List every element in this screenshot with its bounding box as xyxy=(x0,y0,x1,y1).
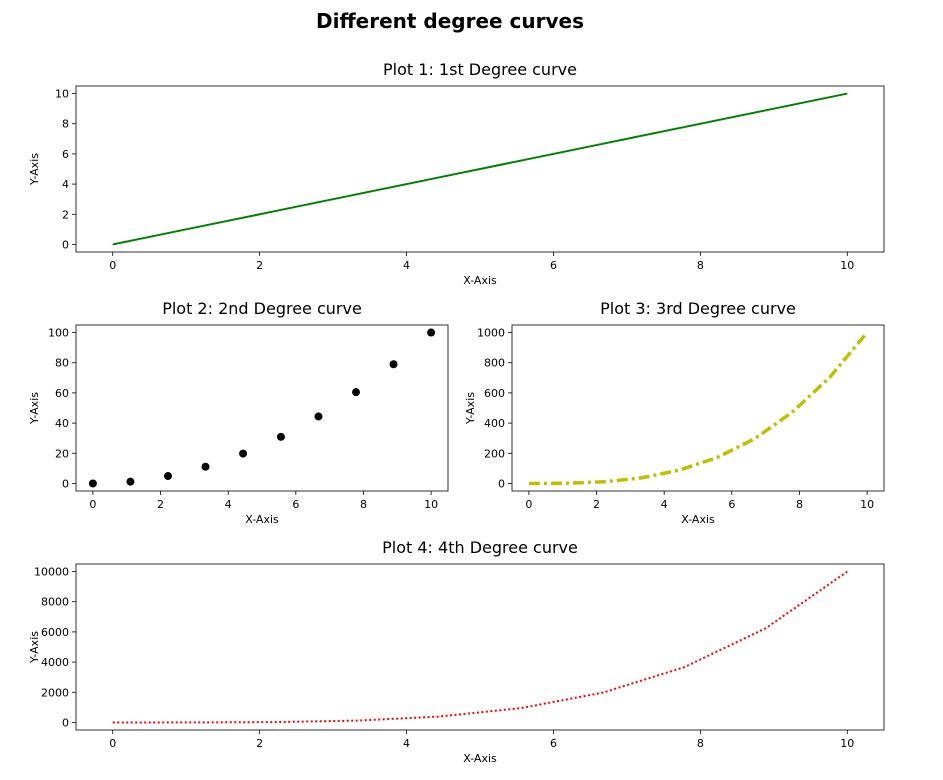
x-tick-label: 2 xyxy=(157,498,164,511)
plot-frame xyxy=(75,324,449,492)
figure-suptitle: Different degree curves xyxy=(316,9,584,33)
x-tick-label: 2 xyxy=(593,498,600,511)
x-axis-label: X-Axis xyxy=(681,513,715,526)
y-tick-label: 2 xyxy=(62,208,69,221)
data-point xyxy=(314,412,323,421)
data-point xyxy=(389,360,398,369)
plot-title: Plot 4: 4th Degree curve xyxy=(382,538,578,557)
series-line xyxy=(112,92,848,246)
x-tick-label: 10 xyxy=(840,737,854,750)
data-point xyxy=(163,472,172,481)
y-tick-label: 80 xyxy=(55,357,69,370)
data-point xyxy=(88,479,97,488)
y-tick-label: 6 xyxy=(62,148,69,161)
x-axis-label: X-Axis xyxy=(463,752,497,765)
x-tick-label: 2 xyxy=(256,259,263,272)
x-tick-label: 10 xyxy=(840,259,854,272)
y-tick-label: 8000 xyxy=(41,596,69,609)
x-axis-label: X-Axis xyxy=(463,274,497,287)
x-tick-label: 10 xyxy=(424,498,438,511)
plot-title: Plot 2: 2nd Degree curve xyxy=(162,299,362,318)
x-tick-label: 4 xyxy=(403,737,410,750)
y-axis-label: Y-Axis xyxy=(28,153,41,186)
plot-frame xyxy=(75,85,885,253)
plot-title: Plot 3: 3rd Degree curve xyxy=(600,299,796,318)
series-line xyxy=(528,331,869,486)
x-tick-label: 0 xyxy=(109,737,116,750)
series-line xyxy=(112,570,848,724)
x-tick-label: 6 xyxy=(550,737,557,750)
x-tick-label: 0 xyxy=(525,498,532,511)
y-tick-label: 0 xyxy=(62,238,69,251)
y-tick-label: 200 xyxy=(484,447,505,460)
y-tick-label: 800 xyxy=(484,357,505,370)
data-point xyxy=(201,462,210,471)
y-axis-label: Y-Axis xyxy=(28,631,41,664)
x-tick-label: 8 xyxy=(796,498,803,511)
x-tick-label: 4 xyxy=(225,498,232,511)
x-tick-label: 2 xyxy=(256,737,263,750)
x-tick-label: 4 xyxy=(661,498,668,511)
x-tick-label: 10 xyxy=(860,498,874,511)
data-point xyxy=(126,477,135,486)
y-tick-label: 100 xyxy=(48,327,69,340)
subplot-1: Plot 1: 1st Degree curve 0 2 4 6 8 10 0 2 4 6 8 10 X-… xyxy=(28,60,885,287)
data-point xyxy=(276,432,285,441)
subplot-3: Plot 3: 3rd Degree curve 0 2 4 6 8 10 0 200 400 60… xyxy=(464,299,885,526)
y-tick-label: 10000 xyxy=(34,566,69,579)
y-tick-label: 4000 xyxy=(41,656,69,669)
x-tick-label: 8 xyxy=(360,498,367,511)
y-tick-label: 20 xyxy=(55,447,69,460)
x-tick-label: 8 xyxy=(697,259,704,272)
y-tick-label: 40 xyxy=(55,417,69,430)
x-axis-label: X-Axis xyxy=(245,513,279,526)
y-axis-label: Y-Axis xyxy=(28,392,41,425)
data-point xyxy=(352,388,361,397)
x-tick-label: 6 xyxy=(550,259,557,272)
x-tick-label: 0 xyxy=(109,259,116,272)
y-tick-label: 10 xyxy=(55,88,69,101)
y-axis-label: Y-Axis xyxy=(464,392,477,425)
data-point xyxy=(239,449,248,458)
y-tick-label: 0 xyxy=(498,477,505,490)
y-tick-label: 600 xyxy=(484,387,505,400)
y-tick-label: 2000 xyxy=(41,686,69,699)
plot-frame xyxy=(75,563,885,731)
subplot-4: Plot 4: 4th Degree curve 0 2 4 6 8 10 0 2000 4000… xyxy=(28,538,885,765)
y-tick-label: 4 xyxy=(62,178,69,191)
y-tick-label: 8 xyxy=(62,118,69,131)
plot-title: Plot 1: 1st Degree curve xyxy=(383,60,577,79)
x-tick-label: 4 xyxy=(403,259,410,272)
y-tick-label: 400 xyxy=(484,417,505,430)
x-tick-label: 6 xyxy=(728,498,735,511)
x-tick-label: 0 xyxy=(89,498,96,511)
y-tick-label: 0 xyxy=(62,477,69,490)
x-tick-label: 6 xyxy=(292,498,299,511)
x-tick-label: 8 xyxy=(697,737,704,750)
plot-frame xyxy=(511,324,885,492)
y-tick-label: 6000 xyxy=(41,626,69,639)
y-tick-label: 1000 xyxy=(477,327,505,340)
data-point xyxy=(427,328,436,337)
y-tick-label: 0 xyxy=(62,716,69,729)
y-tick-label: 60 xyxy=(55,387,69,400)
